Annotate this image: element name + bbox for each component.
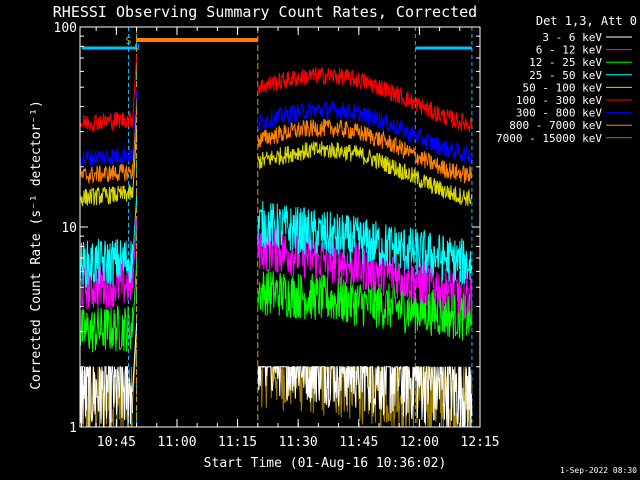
saa-marker-label: S — [125, 36, 131, 47]
axes: 10:45 11:00 11:15 11:30 11:45 12:00 12:15 1 10 10… — [54, 21, 500, 450]
legend-entry-label: 50 - 100 keV — [523, 81, 603, 94]
footer-date: 1-Sep-2022 08:30 — [560, 466, 637, 475]
series-line — [79, 129, 473, 207]
legend-entry-label: 3 - 6 keV — [542, 31, 602, 44]
legend-entry-label: 100 - 300 keV — [516, 94, 602, 107]
x-tick-label: 11:30 — [279, 435, 318, 450]
x-tick-label: 12:15 — [460, 435, 499, 450]
legend-entry-label: 300 - 800 keV — [516, 107, 602, 120]
series-line — [79, 89, 473, 167]
x-tick-label: 10:45 — [97, 435, 136, 450]
x-tick-label: 11:00 — [157, 435, 196, 450]
y-axis-label: Corrected Count Rate (s⁻¹ detector⁻¹) — [29, 100, 44, 390]
night-marker-label: N — [134, 43, 139, 52]
x-tick-label: 11:15 — [218, 435, 257, 450]
x-tick-label: 12:00 — [400, 435, 439, 450]
y-tick-label: 100 — [54, 21, 77, 36]
series-line — [79, 195, 473, 288]
series-line — [79, 323, 473, 428]
plot-area: SN — [79, 27, 473, 428]
series-line — [79, 54, 473, 132]
legend-entry-label: 12 - 25 keV — [529, 56, 602, 69]
y-tick-label: 1 — [69, 421, 77, 436]
series-line — [79, 218, 473, 321]
y-tick-label: 10 — [61, 221, 77, 236]
legend-title: Det 1,3, Att 0 — [536, 14, 637, 28]
legend-entry-label: 6 - 12 keV — [536, 44, 603, 57]
legend-entry-label: 7000 - 15000 keV — [496, 132, 602, 145]
x-axis-label: Start Time (01-Aug-16 10:36:02) — [204, 456, 447, 471]
legend-entry-label: 25 - 50 keV — [529, 69, 602, 82]
legend-entry-label: 800 - 7000 keV — [509, 119, 602, 132]
series-line — [79, 107, 472, 184]
x-tick-label: 11:45 — [339, 435, 378, 450]
series-line — [79, 263, 473, 353]
chart-title: RHESSI Observing Summary Count Rates, Co… — [53, 3, 477, 21]
